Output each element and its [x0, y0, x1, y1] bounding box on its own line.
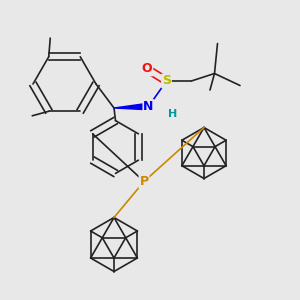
Text: P: P [140, 175, 148, 188]
Text: S: S [162, 74, 171, 88]
Text: O: O [142, 62, 152, 76]
Text: N: N [143, 100, 154, 113]
Text: H: H [168, 109, 177, 119]
Polygon shape [114, 103, 148, 110]
